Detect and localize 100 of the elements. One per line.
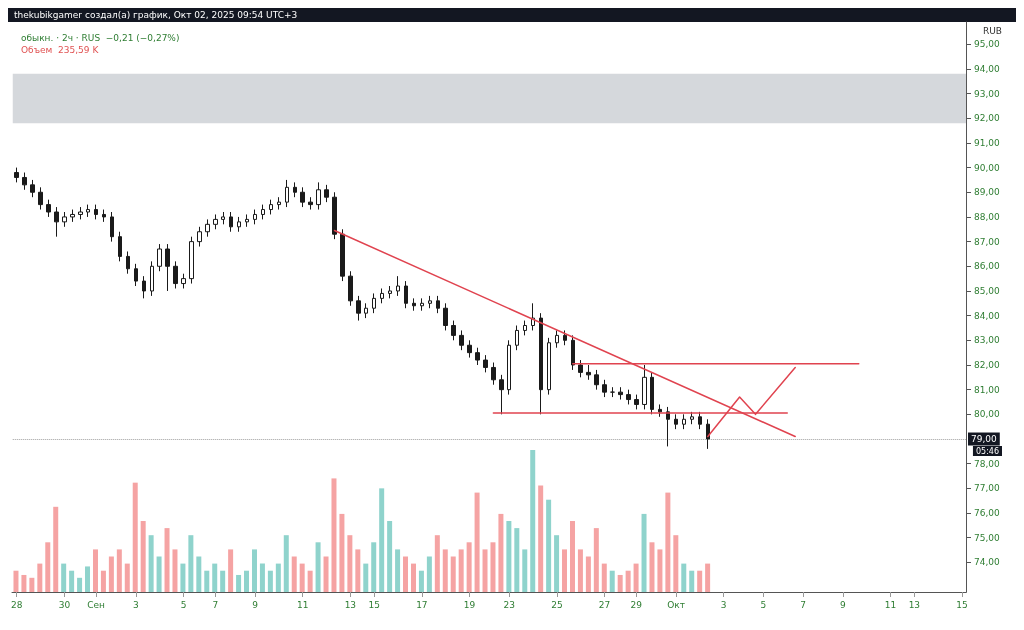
text: обыкн. · 2ч · RUS −0,21 (−0,27%) xyxy=(21,32,180,43)
candlestick xyxy=(539,312,543,415)
x-tick-label: 23 xyxy=(503,599,515,610)
bar xyxy=(251,549,257,592)
bar xyxy=(538,485,544,592)
bar xyxy=(355,549,361,592)
bar xyxy=(705,563,711,592)
candlestick xyxy=(642,364,647,410)
candlestick xyxy=(150,260,154,297)
bar xyxy=(299,563,305,592)
bar xyxy=(339,513,345,592)
candlestick xyxy=(237,216,241,233)
x-tick-label: 5 xyxy=(760,599,767,610)
candlestick xyxy=(467,339,472,359)
candlestick xyxy=(523,320,527,336)
x-tick-label: 15 xyxy=(956,599,968,610)
x-tick-label: 13 xyxy=(908,599,921,610)
candlestick xyxy=(269,199,273,215)
candlestick xyxy=(650,371,654,415)
bar xyxy=(188,535,194,592)
candlestick xyxy=(698,411,702,430)
bar xyxy=(267,570,273,592)
y-tick-label: 74,00 xyxy=(974,557,1001,568)
x-tick-label: 3 xyxy=(133,599,139,610)
candlestick xyxy=(308,196,313,211)
bar xyxy=(403,556,409,592)
candlestick xyxy=(443,302,448,331)
bar xyxy=(673,535,679,592)
candlestick xyxy=(261,204,265,220)
candlestick xyxy=(626,389,631,405)
candlestick xyxy=(380,287,384,304)
candlestick xyxy=(586,364,591,381)
bar xyxy=(681,563,687,592)
candlestick xyxy=(316,181,321,211)
y-tick-label: 75,00 xyxy=(974,532,1001,543)
candlestick xyxy=(594,369,599,391)
bar xyxy=(395,549,401,592)
y-tick-label: 83,00 xyxy=(974,335,1001,346)
x-tick-label: 13 xyxy=(344,599,357,610)
candlestick xyxy=(356,295,361,322)
bar xyxy=(371,542,377,592)
bar xyxy=(426,556,432,592)
bar xyxy=(434,535,440,592)
candlestick xyxy=(499,374,504,415)
bar xyxy=(347,535,353,592)
bar xyxy=(585,556,591,592)
bar xyxy=(37,563,43,592)
bar xyxy=(482,549,488,592)
bar xyxy=(45,542,51,592)
candlestick xyxy=(364,302,368,319)
x-tick-label: 19 xyxy=(463,599,476,610)
bar xyxy=(410,563,416,592)
x-tick-label: 11 xyxy=(296,599,309,610)
candlestick xyxy=(420,297,424,312)
candlestick xyxy=(70,209,75,223)
x-tick-label: 3 xyxy=(720,599,727,610)
candlestick xyxy=(189,236,194,285)
bar xyxy=(418,570,424,592)
candlestick xyxy=(118,231,122,262)
candlestick xyxy=(428,295,432,309)
candlestick xyxy=(674,413,678,430)
bar xyxy=(490,542,496,592)
candlestick xyxy=(293,181,297,198)
candlestick xyxy=(340,228,345,282)
bar xyxy=(689,570,695,592)
candlestick xyxy=(483,354,488,373)
bar xyxy=(665,492,671,592)
bar xyxy=(633,563,639,592)
x-tick-label: 28 xyxy=(11,599,23,610)
bar xyxy=(53,506,59,592)
candlestick xyxy=(22,172,27,191)
bar xyxy=(506,521,512,592)
bar xyxy=(132,482,138,592)
bar xyxy=(61,563,67,592)
candlestick xyxy=(165,243,170,292)
x-tick-label: 9 xyxy=(840,599,846,610)
candlestick xyxy=(507,339,511,396)
bar xyxy=(522,549,528,592)
bar xyxy=(331,478,337,592)
y-tick-label: 86,00 xyxy=(974,261,1001,272)
y-tick-label: 93,00 xyxy=(974,88,1001,99)
bar xyxy=(442,549,448,592)
candlestick xyxy=(451,320,456,341)
candlestick xyxy=(571,334,575,371)
bar xyxy=(323,556,329,592)
bar xyxy=(387,521,393,592)
bar xyxy=(546,499,552,592)
bar xyxy=(228,549,234,592)
candlestick xyxy=(459,329,464,351)
bar xyxy=(220,570,226,592)
bar xyxy=(172,549,178,592)
candlestick xyxy=(563,329,567,346)
candlestick xyxy=(78,206,83,220)
candlestick xyxy=(634,394,639,410)
bar xyxy=(283,535,289,592)
y-tick-label: 80,00 xyxy=(974,409,1001,420)
bar xyxy=(196,556,202,592)
y-tick-label: 87,00 xyxy=(974,236,1001,247)
x-tick-label: Сен xyxy=(87,599,106,610)
text: thekubikgamer создал(а) график, Окт 02, 2025 09:54 UTC+3 xyxy=(14,9,298,20)
